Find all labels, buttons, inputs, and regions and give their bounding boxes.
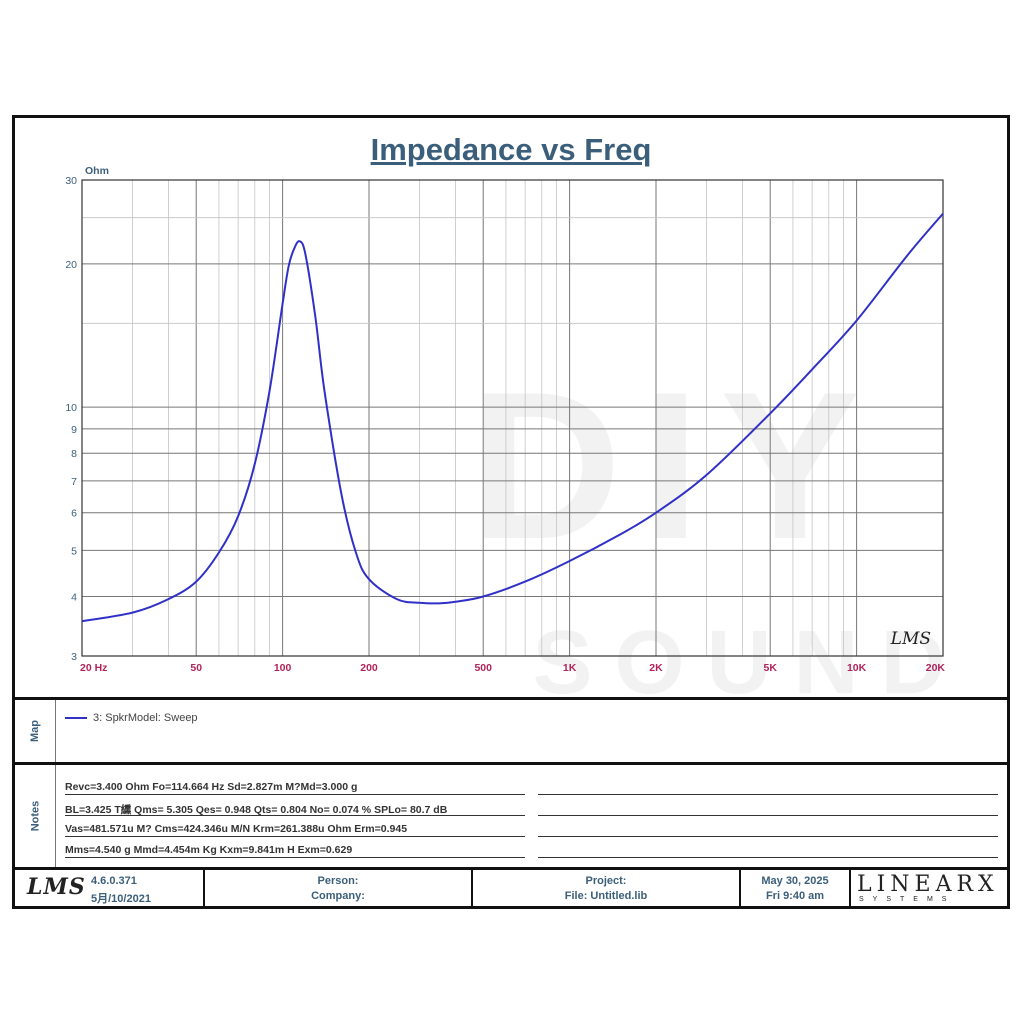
legend-notes-separator xyxy=(15,762,1007,765)
plot-lms-logo: LMS xyxy=(890,629,931,649)
chart-title: Impedance vs Freq xyxy=(370,132,652,167)
company-label: Company: xyxy=(311,890,365,902)
y-tick-label: 20 xyxy=(65,259,77,271)
x-tick-label: 50 xyxy=(190,662,202,674)
note-rule xyxy=(538,815,998,816)
note-rule xyxy=(65,794,525,795)
legend-series-label: 3: SpkrModel: Sweep xyxy=(93,712,198,724)
x-tick-label: 100 xyxy=(274,662,292,674)
impedance-curve xyxy=(81,212,944,623)
plot-legend-separator xyxy=(15,697,1007,700)
plot-border xyxy=(81,179,944,657)
y-tick-label: 10 xyxy=(65,402,77,414)
note-line-2: BL=3.425 T纁 Qms= 5.305 Qes= 0.948 Qts= 0… xyxy=(65,804,448,816)
y-tick-label: 5 xyxy=(71,545,77,557)
x-tick-label: 500 xyxy=(474,662,492,674)
footer-brand-cell: LINEARX SYSTEMS xyxy=(851,870,1007,906)
person-label: Person: xyxy=(317,875,359,887)
note-line-1: Revc=3.400 Ohm Fo=114.664 Hz Sd=2.827m M… xyxy=(65,781,358,793)
y-axis-unit-label: Ohm xyxy=(85,165,109,177)
time-text: Fri 9:40 am xyxy=(765,890,825,902)
footer-project-cell: Project: File: Untitled.lib xyxy=(473,870,741,906)
note-line-4: Mms=4.540 g Mmd=4.454m Kg Kxm=9.841m H E… xyxy=(65,844,353,856)
chart-frame: Impedance vs Freq DIY SOUND 20 Hz 50 100 200 5… xyxy=(12,115,1010,909)
x-tick-label: 20K xyxy=(926,662,946,674)
legend: 3: SpkrModel: Sweep xyxy=(65,712,198,724)
note-line-3: Vas=481.571u M? Cms=424.346u M/N Krm=261… xyxy=(65,823,408,835)
note-rule xyxy=(538,857,998,858)
file-label: File: Untitled.lib xyxy=(564,890,648,902)
map-divider xyxy=(55,700,56,762)
linearx-logo: LINEARX xyxy=(857,872,999,897)
linearx-subtitle: SYSTEMS xyxy=(859,896,956,903)
footer-version-cell: LMS 4.6.0.371 5月/10/2021 xyxy=(15,870,205,906)
y-tick-label: 7 xyxy=(71,476,77,488)
map-section-label: Map xyxy=(29,720,41,742)
note-rule xyxy=(65,815,525,816)
legend-swatch xyxy=(65,717,87,719)
y-tick-label: 9 xyxy=(71,424,77,436)
y-tick-label: 3 xyxy=(71,651,77,663)
y-tick-label: 6 xyxy=(71,508,77,520)
note-rule xyxy=(65,857,525,858)
x-tick-label: 2K xyxy=(649,662,663,674)
build-date-text: 5月/10/2021 xyxy=(91,893,151,905)
note-rule xyxy=(538,836,998,837)
lms-logo: LMS xyxy=(27,874,86,900)
footer-date-cell: May 30, 2025 Fri 9:40 am xyxy=(741,870,851,906)
x-tick-label: 200 xyxy=(360,662,378,674)
notes-section-label: Notes xyxy=(29,800,41,832)
watermark-main: DIY xyxy=(470,348,880,583)
note-rule xyxy=(538,794,998,795)
note-rule xyxy=(65,836,525,837)
x-tick-label: 1K xyxy=(563,662,577,674)
y-tick-label: 30 xyxy=(65,175,77,187)
footer-person-cell: Person: Company: xyxy=(205,870,473,906)
x-tick-label: 10K xyxy=(847,662,867,674)
y-tick-label: 4 xyxy=(71,592,77,604)
date-text: May 30, 2025 xyxy=(761,875,829,887)
notes-divider xyxy=(55,765,56,867)
project-label: Project: xyxy=(585,875,627,887)
x-tick-label: 20 Hz xyxy=(80,662,107,674)
version-text: 4.6.0.371 xyxy=(91,875,137,887)
x-tick-label: 5K xyxy=(763,662,777,674)
notes-footer-separator xyxy=(15,867,1007,870)
y-tick-label: 8 xyxy=(71,448,77,460)
